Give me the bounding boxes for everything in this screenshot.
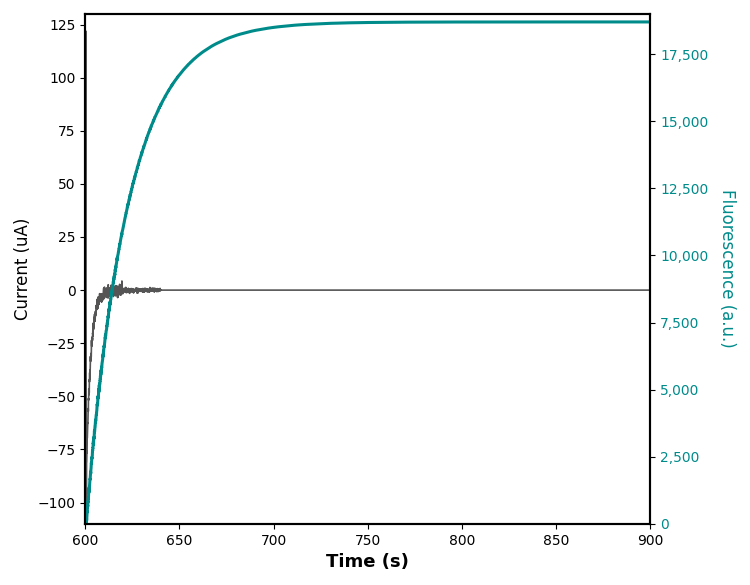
Y-axis label: Current (uA): Current (uA) [14,218,32,320]
Y-axis label: Fluorescence (a.u.): Fluorescence (a.u.) [718,190,736,348]
X-axis label: Time (s): Time (s) [326,553,410,571]
